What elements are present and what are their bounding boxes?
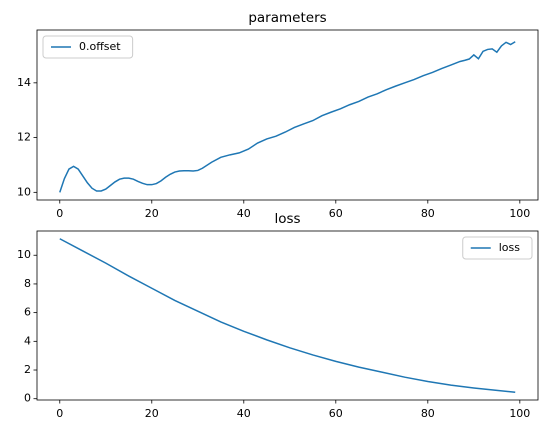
- legend-box: [42, 35, 134, 59]
- x-tick-label: 20: [145, 407, 159, 420]
- legend-label: loss: [499, 241, 521, 254]
- legend: loss: [462, 236, 533, 260]
- x-tick-label: 0: [56, 407, 63, 420]
- x-tick-label: 60: [329, 207, 343, 220]
- x-tick-label: 60: [329, 407, 343, 420]
- series-line: [59, 238, 516, 393]
- x-tick-label: 80: [421, 407, 435, 420]
- y-tick-label: 14: [17, 76, 31, 89]
- y-tick-label: 10: [17, 248, 31, 261]
- axes-frame: [36, 29, 539, 201]
- y-tick-label: 0: [24, 392, 31, 405]
- y-tick-label: 4: [24, 334, 31, 347]
- x-tick-label: 100: [509, 207, 530, 220]
- axes-frame: [36, 230, 539, 401]
- x-tick-label: 80: [421, 207, 435, 220]
- x-tick-label: 20: [145, 207, 159, 220]
- x-tick-label: 40: [237, 407, 251, 420]
- legend-label: 0.offset: [79, 40, 121, 53]
- x-tick-label: 40: [237, 207, 251, 220]
- chart-title: loss: [274, 211, 300, 227]
- legend: 0.offset: [42, 35, 134, 59]
- y-tick-label: 2: [24, 363, 31, 376]
- y-tick-label: 12: [17, 131, 31, 144]
- y-tick-label: 8: [24, 277, 31, 290]
- legend-box: [462, 236, 533, 260]
- series-line: [59, 41, 516, 193]
- x-tick-label: 100: [509, 407, 530, 420]
- y-tick-label: 10: [17, 185, 31, 198]
- y-tick-label: 6: [24, 306, 31, 319]
- x-tick-label: 0: [56, 207, 63, 220]
- chart-title: parameters: [248, 10, 326, 26]
